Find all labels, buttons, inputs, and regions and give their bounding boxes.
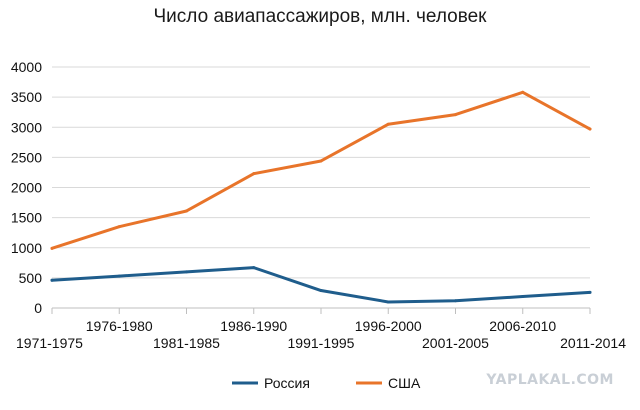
data-point	[117, 225, 121, 229]
data-point	[252, 266, 256, 270]
data-point	[185, 209, 188, 213]
data-point	[386, 300, 390, 304]
data-point	[588, 127, 592, 131]
x-tick-label: 2001-2005	[422, 335, 489, 351]
y-tick-label: 3500	[11, 89, 42, 105]
data-point	[185, 270, 188, 274]
y-tick-label: 3000	[11, 119, 42, 135]
x-tick-label: 1991-1995	[288, 335, 355, 351]
data-point	[521, 295, 525, 299]
y-tick-label: 0	[34, 300, 42, 316]
data-point	[50, 246, 54, 250]
data-point	[521, 90, 525, 94]
legend: Россия США	[232, 375, 421, 391]
legend-label: США	[388, 375, 421, 391]
chart-title: Число авиапассажиров, млн. человек	[153, 6, 487, 27]
series-lines	[50, 90, 592, 304]
tick-labels: 0 500 1000 1500 2000 2500 3000 3500 4000 1971-197…	[11, 59, 626, 351]
data-point	[252, 172, 256, 176]
axes	[51, 307, 591, 314]
x-tick-label: 1971-1975	[16, 335, 83, 351]
series-line-1	[50, 90, 592, 250]
x-tick-label: 1981-1985	[153, 335, 220, 351]
data-point	[117, 274, 121, 278]
data-point	[454, 299, 457, 303]
data-point	[319, 159, 323, 163]
y-tick-label: 1500	[11, 210, 42, 226]
x-tick-label: 1986-1990	[220, 318, 287, 334]
y-tick-label: 1000	[11, 240, 42, 256]
legend-label: Россия	[264, 375, 310, 391]
data-point	[386, 122, 390, 126]
x-tick-label: 2006-2010	[489, 318, 556, 334]
data-point	[454, 113, 457, 117]
x-tick-label: 1976-1980	[86, 318, 153, 334]
y-tick-label: 2500	[11, 149, 42, 165]
y-tick-label: 4000	[11, 59, 42, 75]
data-point	[50, 278, 54, 282]
y-tick-label: 500	[19, 270, 43, 286]
series-line-0	[50, 266, 592, 304]
gridlines	[52, 66, 590, 309]
data-point	[319, 289, 323, 293]
watermark-logo: YAPLAKAL.COM	[486, 372, 614, 388]
y-tick-label: 2000	[11, 180, 42, 196]
x-tick-label: 1996-2000	[355, 318, 422, 334]
x-tick-label: 2011-2014	[560, 335, 626, 351]
data-point	[588, 290, 592, 294]
